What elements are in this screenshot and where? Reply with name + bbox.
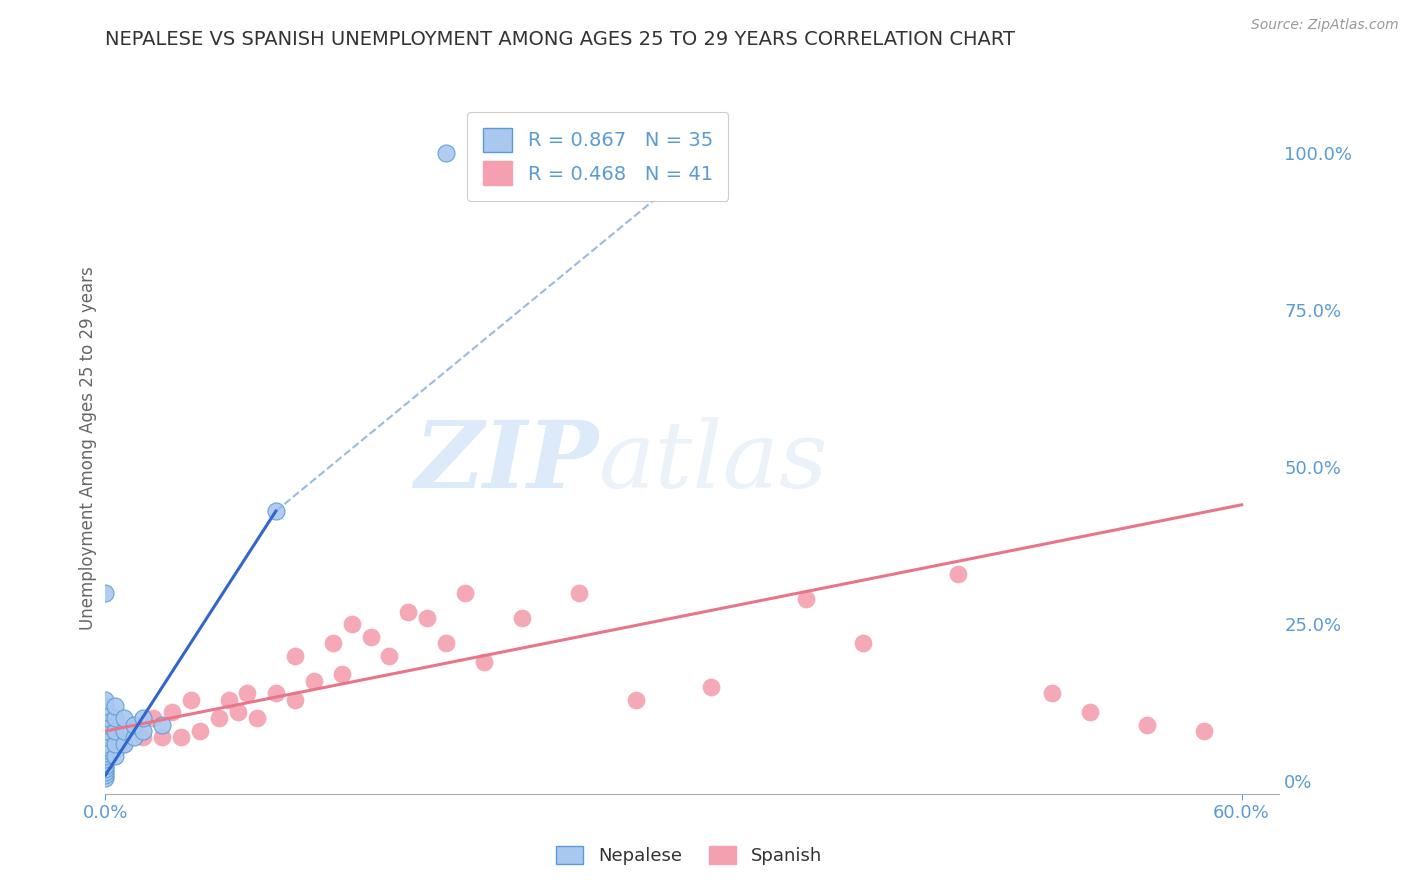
Point <box>94 771 117 785</box>
Point <box>94 711 117 725</box>
Point <box>94 724 117 739</box>
Point <box>94 731 117 745</box>
Point <box>416 611 439 625</box>
Point <box>322 636 344 650</box>
Point <box>472 655 495 669</box>
Point <box>302 673 325 688</box>
Point <box>122 731 145 745</box>
Point <box>1040 686 1063 700</box>
Point <box>330 667 353 681</box>
Point <box>852 636 875 650</box>
Point <box>434 636 457 650</box>
Point <box>112 737 135 751</box>
Point <box>94 739 117 754</box>
Point <box>378 648 401 663</box>
Point <box>434 145 457 160</box>
Point <box>94 746 117 760</box>
Point <box>94 752 117 766</box>
Point <box>142 711 165 725</box>
Text: ZIP: ZIP <box>415 417 599 507</box>
Point <box>150 731 173 745</box>
Point <box>946 566 969 581</box>
Point <box>94 749 117 764</box>
Point <box>700 680 723 694</box>
Point <box>340 617 363 632</box>
Point <box>360 630 382 644</box>
Point <box>94 743 117 757</box>
Point <box>246 711 269 725</box>
Point <box>94 705 117 719</box>
Point <box>94 586 117 600</box>
Point <box>104 749 127 764</box>
Point <box>284 648 307 663</box>
Point <box>454 586 477 600</box>
Text: Source: ZipAtlas.com: Source: ZipAtlas.com <box>1251 18 1399 32</box>
Legend: Nepalese, Spanish: Nepalese, Spanish <box>547 838 831 874</box>
Point <box>226 705 249 719</box>
Point <box>94 758 117 772</box>
Legend: R = 0.867   N = 35, R = 0.468   N = 41: R = 0.867 N = 35, R = 0.468 N = 41 <box>467 112 728 201</box>
Point <box>264 686 287 700</box>
Point <box>112 737 135 751</box>
Point <box>104 724 127 739</box>
Point <box>94 762 117 776</box>
Point <box>170 731 193 745</box>
Y-axis label: Unemployment Among Ages 25 to 29 years: Unemployment Among Ages 25 to 29 years <box>79 267 97 630</box>
Point <box>94 692 117 706</box>
Point <box>794 592 817 607</box>
Point <box>122 717 145 731</box>
Point <box>94 698 117 713</box>
Point <box>104 698 127 713</box>
Point <box>104 711 127 725</box>
Text: atlas: atlas <box>599 417 828 507</box>
Point <box>104 724 127 739</box>
Point <box>132 711 155 725</box>
Point <box>94 717 117 731</box>
Point <box>236 686 259 700</box>
Point <box>112 724 135 739</box>
Point <box>1136 717 1159 731</box>
Point <box>510 611 533 625</box>
Point <box>160 705 183 719</box>
Point <box>94 764 117 779</box>
Point <box>104 737 127 751</box>
Point <box>208 711 231 725</box>
Point <box>188 724 211 739</box>
Point <box>1192 724 1215 739</box>
Point <box>150 717 173 731</box>
Point <box>180 692 202 706</box>
Point <box>132 731 155 745</box>
Point <box>284 692 307 706</box>
Point <box>94 737 117 751</box>
Point <box>568 586 591 600</box>
Text: NEPALESE VS SPANISH UNEMPLOYMENT AMONG AGES 25 TO 29 YEARS CORRELATION CHART: NEPALESE VS SPANISH UNEMPLOYMENT AMONG A… <box>105 30 1015 49</box>
Point <box>264 504 287 518</box>
Point <box>132 724 155 739</box>
Point <box>94 756 117 770</box>
Point <box>112 711 135 725</box>
Point <box>624 692 647 706</box>
Point <box>218 692 240 706</box>
Point <box>94 737 117 751</box>
Point <box>122 717 145 731</box>
Point <box>94 768 117 782</box>
Point <box>396 605 419 619</box>
Point <box>1078 705 1101 719</box>
